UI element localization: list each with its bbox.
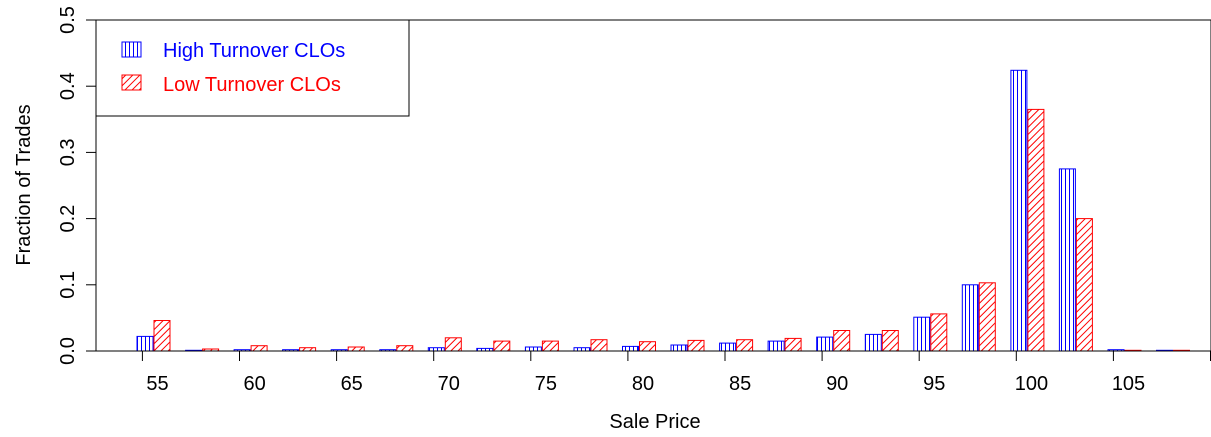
bar-high-10 — [622, 345, 639, 352]
bar-high-15 — [864, 333, 882, 352]
legend-label-high: High Turnover CLOs — [163, 40, 345, 62]
bar-high-12 — [719, 342, 737, 352]
bar-low-2 — [250, 345, 268, 352]
bar-low-14 — [833, 330, 851, 352]
x-tick-label: 70 — [438, 373, 460, 395]
bar-low-17 — [978, 282, 996, 352]
legend-swatch-low — [121, 74, 142, 91]
y-tick-label: 0.2 — [57, 205, 79, 233]
legend-label-low: Low Turnover CLOs — [163, 74, 341, 96]
bar-low-10 — [639, 341, 656, 352]
y-tick-label: 0.4 — [57, 72, 79, 100]
x-tick-label: 90 — [826, 373, 848, 395]
x-tick-label: 85 — [729, 373, 751, 395]
x-tick-label: 100 — [1015, 373, 1048, 395]
y-tick-label: 0.5 — [57, 6, 79, 34]
bar-low-19 — [1075, 218, 1093, 352]
y-tick-label: 0.3 — [57, 138, 79, 166]
bar-low-16 — [930, 313, 948, 352]
bar-high-17 — [961, 284, 979, 352]
bar-high-11 — [670, 344, 688, 352]
bar-high-13 — [767, 340, 785, 352]
x-axis-title: Sale Price — [609, 411, 700, 433]
x-tick-label: 105 — [1112, 373, 1145, 395]
bar-low-7 — [493, 340, 511, 352]
bar-low-0 — [153, 320, 171, 352]
bar-low-6 — [444, 337, 462, 352]
x-tick-label: 80 — [632, 373, 654, 395]
bar-low-12 — [736, 339, 754, 352]
x-tick-label: 95 — [923, 373, 945, 395]
bar-high-8 — [524, 346, 542, 352]
x-tick-label: 55 — [146, 373, 168, 395]
bar-high-18 — [1010, 69, 1028, 352]
bar-low-18 — [1027, 108, 1045, 352]
bar-low-5 — [396, 345, 414, 352]
bar-high-16 — [913, 316, 931, 352]
x-tick-label: 65 — [341, 373, 363, 395]
x-axis: 55 60 65 70 75 80 85 90 95 100 105 — [100, 350, 1211, 395]
legend-swatch-high — [121, 41, 142, 58]
bar-high-14 — [816, 336, 834, 352]
y-axis-title: Fraction of Trades — [13, 104, 35, 265]
x-tick-label: 60 — [243, 373, 265, 395]
y-tick-label: 0.1 — [57, 271, 79, 299]
bar-low-8 — [541, 340, 559, 352]
legend-box — [95, 19, 410, 117]
x-tick-label: 75 — [535, 373, 557, 395]
bar-high-19 — [1058, 168, 1076, 352]
legend: High Turnover CLOs Low Turnover CLOs — [95, 19, 410, 117]
y-tick-label: 0.0 — [57, 337, 79, 365]
bar-low-11 — [687, 339, 705, 352]
bars-group — [136, 69, 1190, 352]
bar-high-0 — [136, 335, 154, 352]
y-axis: 0.0 0.1 0.2 0.3 0.4 0.5 — [57, 6, 97, 365]
bar-low-9 — [590, 339, 608, 352]
bar-low-13 — [784, 337, 802, 352]
bar-low-4 — [347, 346, 365, 352]
bar-low-15 — [881, 330, 899, 352]
